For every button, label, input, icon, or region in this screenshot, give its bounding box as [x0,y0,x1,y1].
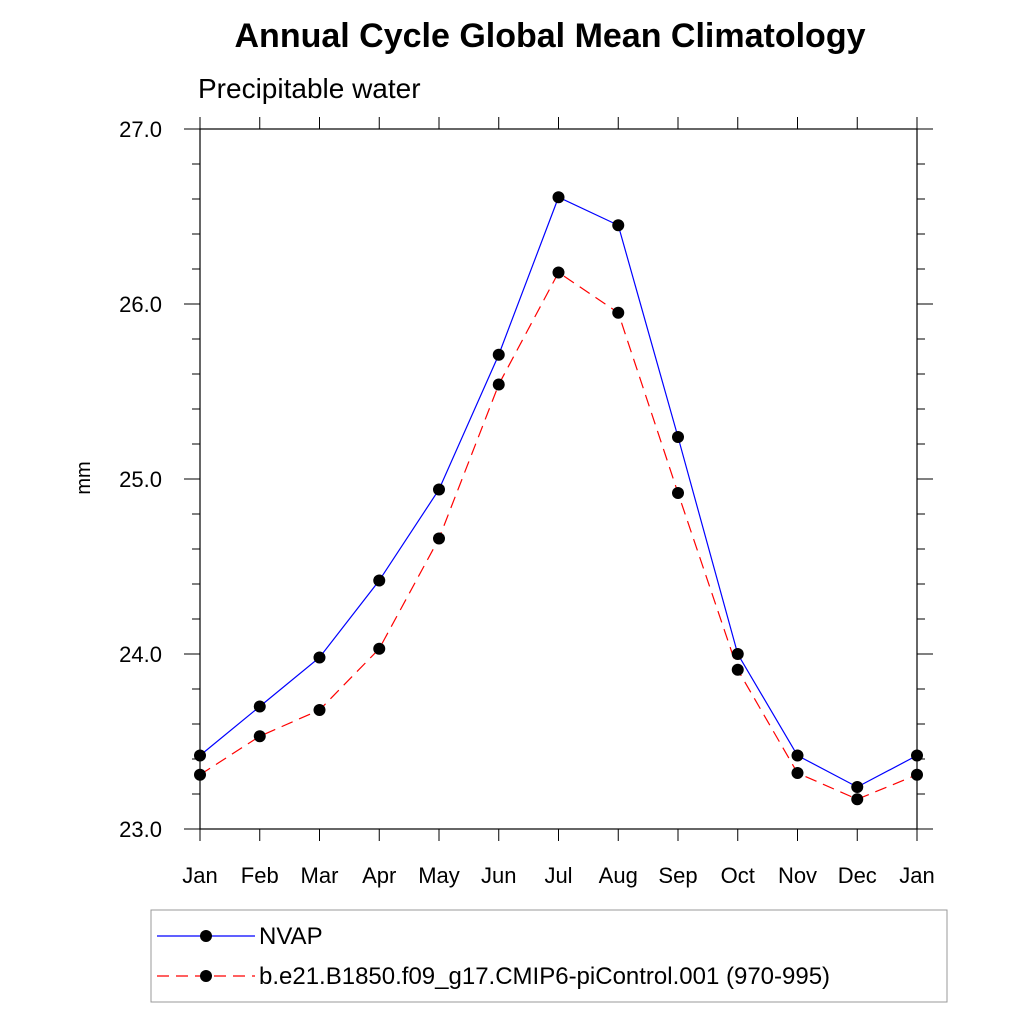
x-tick-label: Feb [241,863,279,888]
data-point-series-0 [612,219,625,232]
y-tick-label: 27.0 [119,117,162,142]
y-tick-label: 24.0 [119,642,162,667]
data-point-series-1 [552,266,565,279]
data-point-series-0 [552,191,565,204]
chart-subtitle: Precipitable water [198,73,421,104]
x-tick-label: Oct [721,863,755,888]
x-tick-label: Nov [778,863,817,888]
data-point-series-1 [373,642,386,655]
x-tick-label: Apr [362,863,396,888]
series-points [194,191,923,806]
data-point-series-1 [433,532,445,545]
plot-frame [199,128,918,830]
series-line-0 [199,196,918,788]
legend-marker-0 [200,930,212,942]
series-lines [199,196,918,800]
data-point-series-1 [253,730,266,743]
data-point-series-0 [253,700,266,713]
y-tick-label: 25.0 [119,467,162,492]
data-point-series-1 [612,306,625,319]
y-tick-label: 23.0 [119,817,162,842]
data-point-series-1 [731,663,744,676]
data-point-series-1 [313,704,326,716]
legend: NVAP b.e21.B1850.f09_g17.CMIP6-piControl.… [157,923,830,990]
y-axis-label: mm [73,461,95,494]
legend-label-0: NVAP [259,923,323,950]
y-tick-labels: 23.0 24.0 25.0 26.0 27.0 [119,117,162,842]
chart-title: Annual Cycle Global Mean Climatology [235,17,866,55]
data-point-series-0 [851,781,864,793]
legend-label-1: b.e21.B1850.f09_g17.CMIP6-piControl.001 … [259,963,830,990]
data-point-series-0 [791,749,804,762]
x-tick-label: Aug [599,863,638,888]
data-point-series-0 [194,749,206,762]
legend-marker-1 [200,970,212,982]
x-tick-label: May [418,863,460,888]
x-tick-label: Sep [658,863,697,888]
data-point-series-0 [433,483,445,496]
data-point-series-1 [851,793,864,806]
data-point-series-1 [492,378,505,391]
legend-box [150,909,948,1003]
data-point-series-1 [672,487,684,499]
x-tick-label: Mar [301,863,339,888]
data-point-series-1 [791,767,804,779]
series-line-1 [199,271,918,800]
data-point-series-1 [911,768,923,781]
y-tick-label: 26.0 [119,292,162,317]
data-point-series-0 [492,348,505,361]
data-point-series-1 [194,768,206,781]
x-tick-label: Jan [182,863,217,888]
data-point-series-0 [313,651,326,664]
axis-ticks [184,117,933,841]
data-point-series-0 [373,574,386,587]
x-tick-label: Jan [899,863,934,888]
x-tick-label: Jul [544,863,572,888]
data-point-series-0 [911,749,923,762]
x-tick-label: Jun [481,863,516,888]
data-point-series-0 [672,431,684,443]
x-tick-labels: Jan Feb Mar Apr May Jun Jul Aug Sep Oct Nov Dec Jan [182,863,934,888]
x-tick-label: Dec [838,863,877,888]
data-point-series-0 [731,648,744,660]
